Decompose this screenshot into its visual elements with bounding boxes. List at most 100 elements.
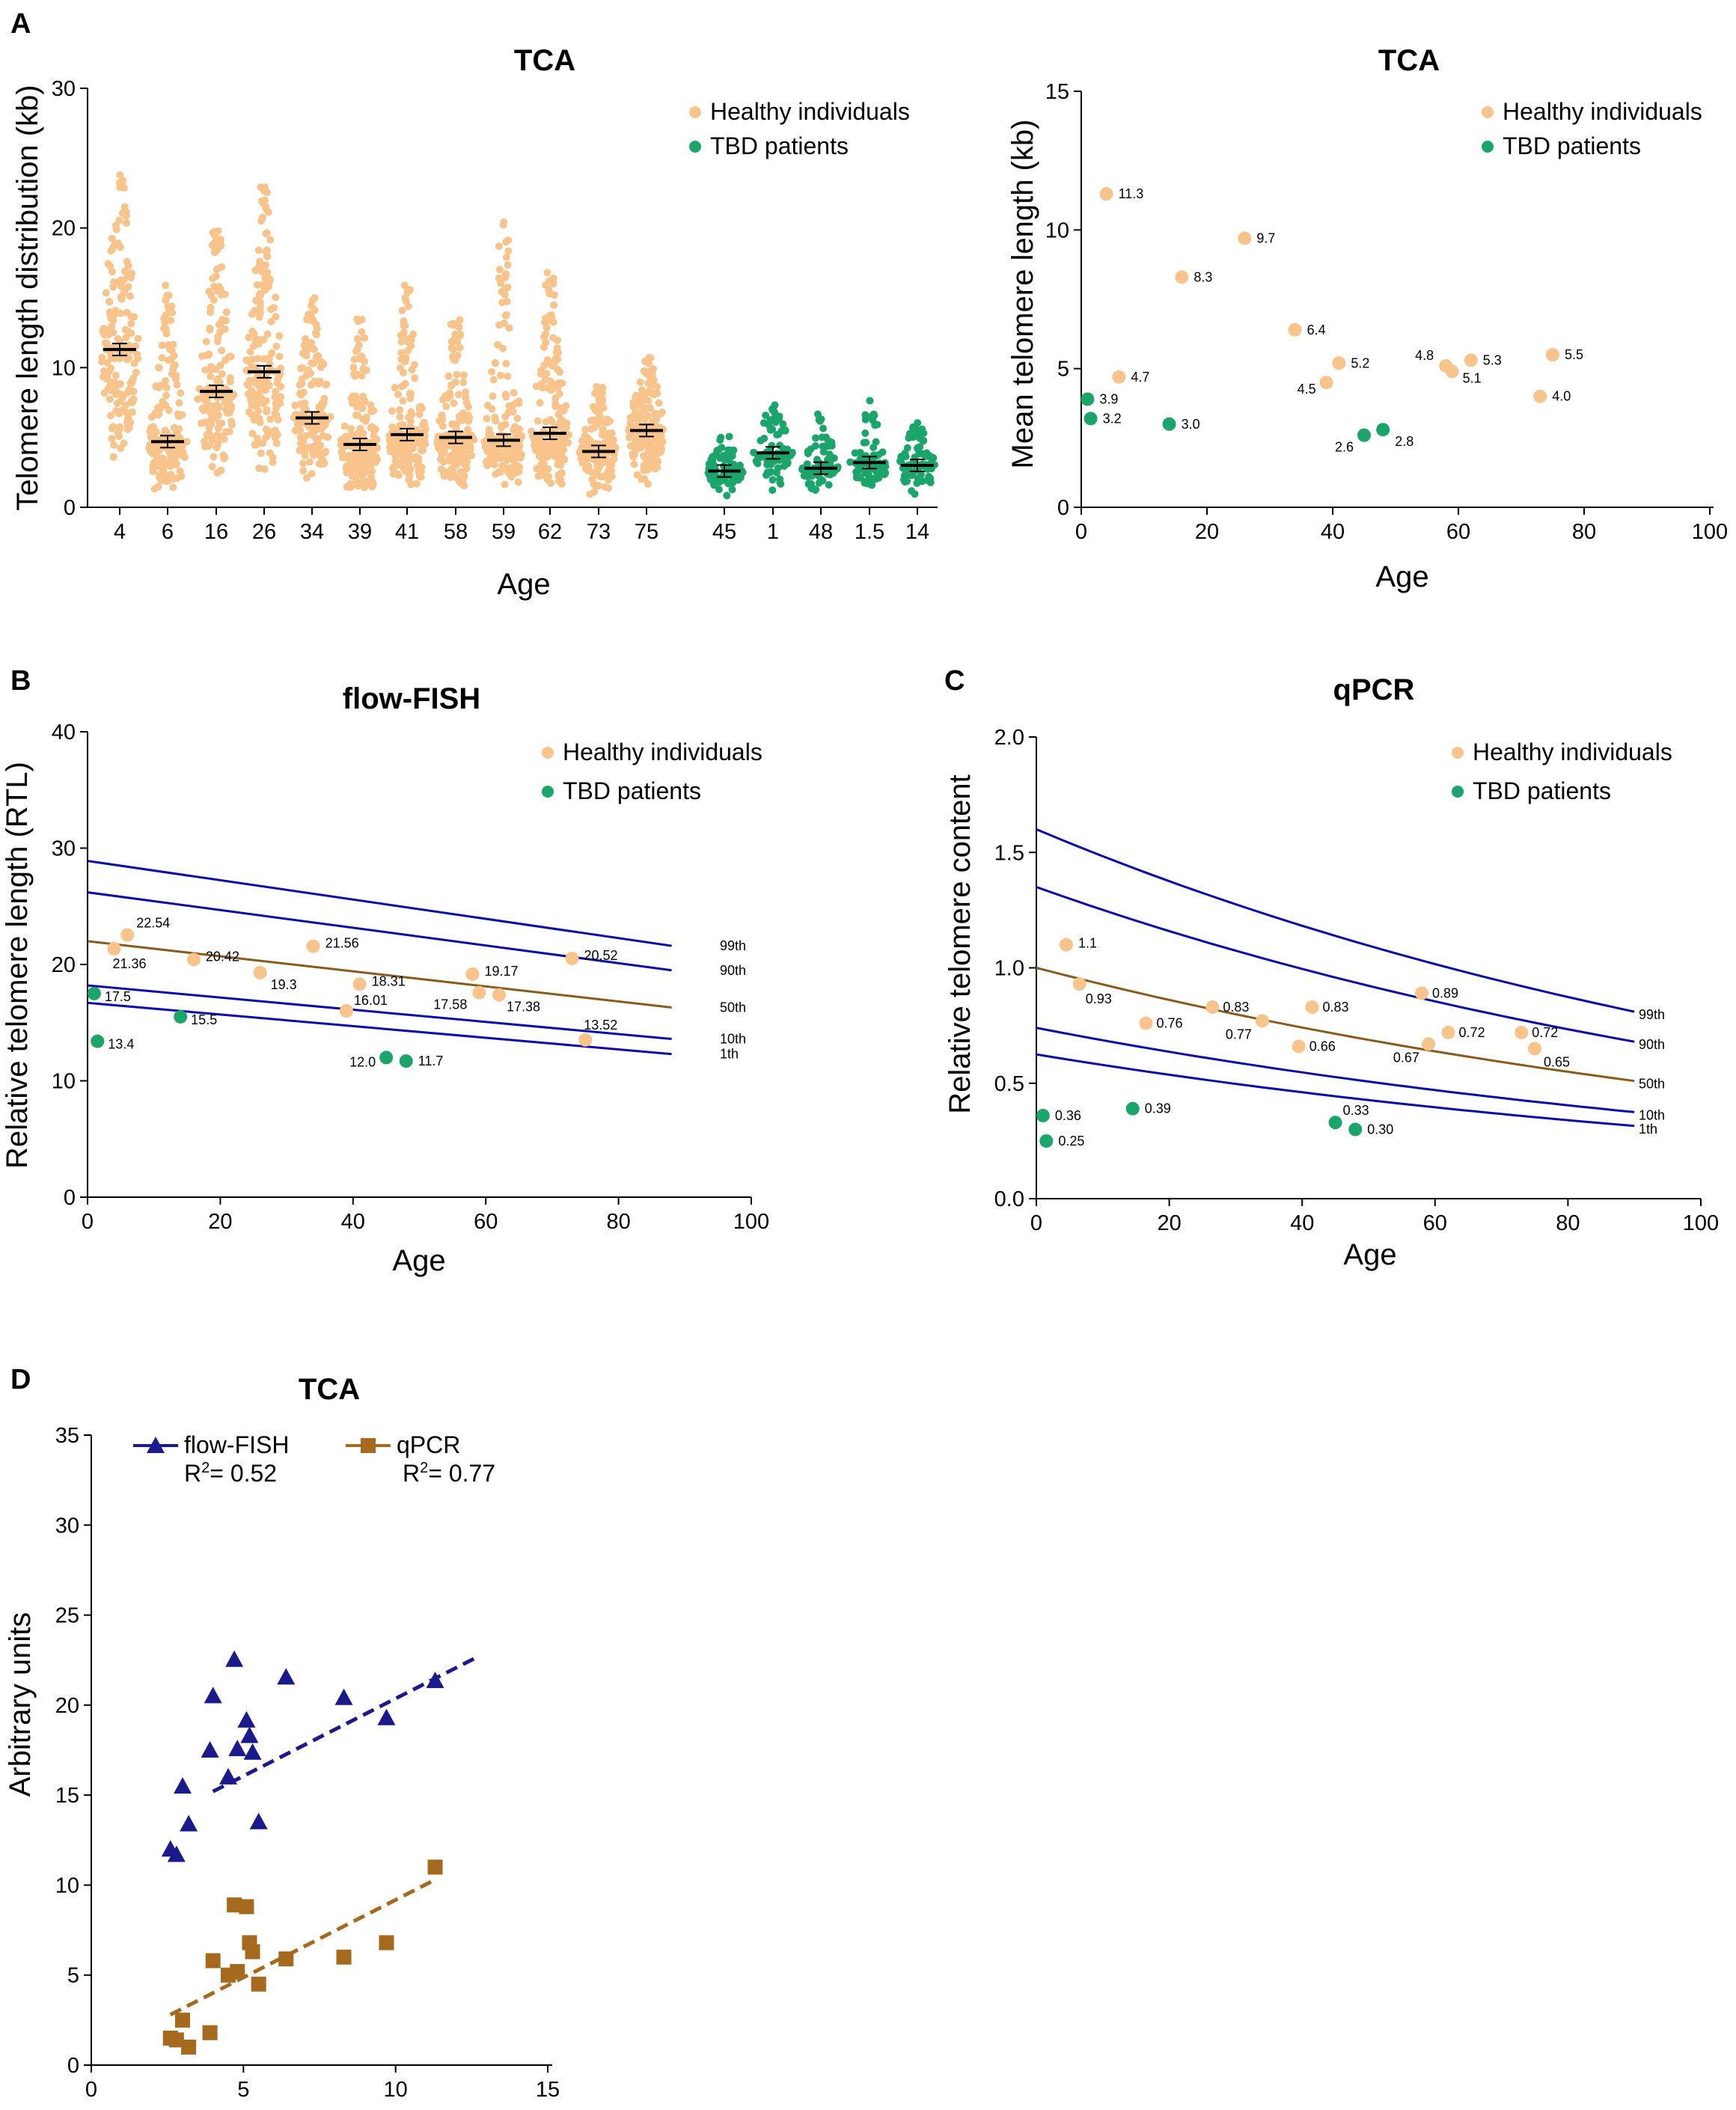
panel-a-dot [388, 464, 397, 472]
panel-a-dot [911, 490, 919, 498]
panel-b-point [120, 928, 135, 942]
panel-a-dot [590, 480, 598, 488]
panel-a-dot [213, 241, 221, 249]
panel-a-dot [263, 246, 271, 254]
panel-d-legend-label: qPCR [397, 1431, 460, 1458]
panel-a-dot [386, 444, 394, 452]
panel-a-dot [216, 361, 224, 370]
panel-a-dot [255, 464, 263, 472]
panel-a-legend-healthy-marker [689, 106, 701, 118]
panel-a-dot [856, 448, 864, 456]
panel-a-dot [175, 412, 183, 421]
panel-a-dot [650, 391, 658, 399]
panel-a-dot [156, 474, 163, 481]
panel-a-dot [771, 415, 778, 423]
panel-a-dot [227, 418, 236, 426]
panel-a-dot [310, 451, 317, 459]
panel-b-legend-tbd-marker [542, 786, 554, 798]
panel-a-dot [106, 326, 114, 334]
panel-b-point-label: 20.42 [206, 949, 239, 964]
panel-a-dot [400, 281, 409, 290]
panel-d-y-tick-label: 20 [55, 1694, 79, 1718]
panel-a-dot [608, 436, 617, 444]
panel-a-dot [213, 337, 221, 346]
panel-a-dot [120, 203, 129, 211]
panel-a-dot [361, 397, 369, 406]
panel-a-dot [308, 296, 317, 305]
panel-c-point [1528, 1042, 1541, 1056]
panel-a-dot [266, 415, 275, 423]
panel-a-dot [122, 212, 130, 220]
panel-a-dot [447, 382, 456, 390]
panel-a-dot [825, 481, 833, 489]
panel-a-dot [106, 395, 114, 403]
panel-a-dot [147, 423, 156, 432]
panel-a-dot [165, 306, 173, 314]
panel-a-dot [117, 444, 125, 452]
panel-a-dot [460, 371, 468, 379]
panel-a-dot [155, 364, 163, 372]
panel-a-dot [177, 389, 185, 397]
panel-a-dot [776, 441, 784, 450]
panel-a-dot [492, 417, 500, 425]
panel-a-dot [465, 417, 473, 425]
panel-a2-point [1357, 428, 1371, 442]
panel-a2-point-label: 2.6 [1335, 440, 1354, 455]
panel-a-dot [498, 421, 506, 429]
panel-a-dot [132, 368, 140, 376]
panel-a-dot [501, 412, 510, 421]
panel-d-qpcr-point [205, 1953, 221, 1969]
panel-a-x-tick-label: 39 [348, 520, 372, 544]
panel-a2-point [1376, 423, 1390, 437]
panel-a-dot [349, 364, 358, 372]
panel-b-ylabel: Relative telomere length (RTL) [1, 762, 34, 1169]
panel-d-y-tick-label: 25 [55, 1604, 79, 1628]
panel-a-dot [111, 390, 120, 398]
panel-c-x-tick-label: 20 [1157, 1211, 1181, 1235]
panel-a-dot [593, 463, 602, 471]
panel-c-point-label: 0.93 [1086, 991, 1112, 1006]
panel-d-trendline-flow-fish [212, 1657, 476, 1794]
panel-a-dot [302, 406, 310, 415]
panel-a-dot [767, 468, 775, 476]
panel-c-legend-tbd: TBD patients [1473, 777, 1611, 804]
panel-a-dot [632, 391, 641, 400]
panel-c-point [1039, 1134, 1054, 1148]
panel-a-dot [267, 317, 275, 325]
panel-a-dot [414, 454, 422, 462]
panel-a2-point [1546, 348, 1559, 362]
panel-a-dot [368, 467, 376, 475]
panel-a-dot [923, 449, 931, 457]
panel-a-x-tick-label: 58 [444, 520, 468, 544]
panel-a-dot [261, 183, 269, 192]
panel-a-dot [510, 423, 519, 431]
panel-a-dot [546, 377, 554, 385]
panel-a-dot [389, 470, 397, 478]
panel-c-point-label: 0.89 [1432, 985, 1458, 1000]
panel-c-point [1205, 1000, 1220, 1014]
panel-a-dot [501, 290, 509, 299]
panel-a-dot [107, 386, 115, 394]
panel-a-x-tick-label: 34 [300, 520, 324, 544]
panel-a-dot [581, 432, 589, 440]
panel-d-y-tick-label: 30 [55, 1514, 79, 1538]
panel-a-dot [340, 422, 349, 430]
panel-a-dot [308, 359, 316, 367]
panel-c-point-label: 0.72 [1459, 1025, 1485, 1040]
panel-a-dot [434, 433, 442, 441]
panel-a2-xlabel: Age [1375, 560, 1428, 593]
panel-a-dot [108, 234, 116, 242]
panel-a-dot [483, 415, 491, 423]
panel-a-dot [508, 401, 516, 409]
panel-a-dot [246, 348, 254, 355]
panel-a-dot [408, 411, 416, 418]
panel-c-point-label: 0.65 [1544, 1054, 1570, 1069]
panel-c-x-tick-label: 40 [1290, 1211, 1314, 1235]
panel-b-point-label: 16.01 [354, 993, 388, 1008]
panel-a-dot [438, 415, 447, 423]
panel-c-point [1292, 1039, 1306, 1054]
panel-a-distribution [98, 171, 938, 500]
panel-a-dot [126, 292, 134, 300]
panel-b-point [91, 1034, 105, 1048]
panel-a-dot [158, 354, 166, 362]
